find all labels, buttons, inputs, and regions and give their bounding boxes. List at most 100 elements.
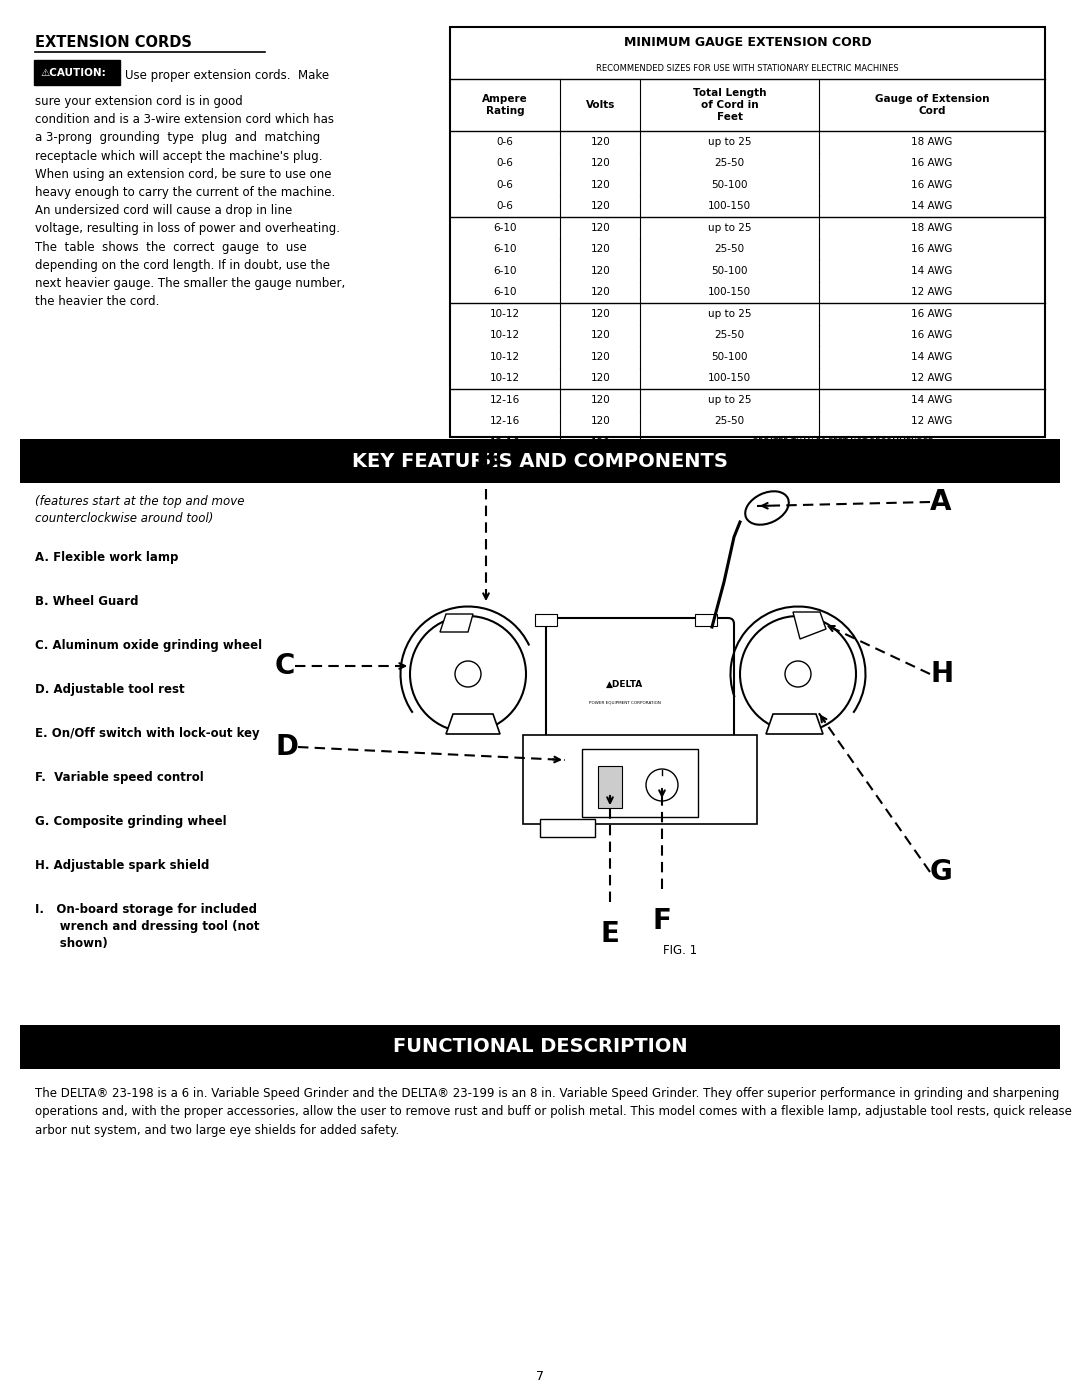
Text: 10-12: 10-12 [490, 309, 521, 319]
Circle shape [785, 661, 811, 687]
Text: C: C [274, 652, 295, 680]
Text: 12-16: 12-16 [490, 395, 521, 405]
Bar [21, 439, 1059, 483]
Text: 120: 120 [591, 222, 610, 233]
Text: 25-50: 25-50 [715, 158, 745, 168]
Text: 120: 120 [591, 330, 610, 341]
Text: 10-12: 10-12 [490, 330, 521, 341]
Text: H. Adjustable spark shield: H. Adjustable spark shield [35, 859, 210, 872]
Text: D. Adjustable tool rest: D. Adjustable tool rest [35, 683, 185, 696]
Text: E: E [600, 921, 620, 949]
Text: 0-6: 0-6 [497, 180, 513, 190]
Circle shape [740, 616, 856, 732]
Text: I.   On-board storage for included
      wrench and dressing tool (not
      sho: I. On-board storage for included wrench … [35, 902, 259, 950]
Text: B. Wheel Guard: B. Wheel Guard [35, 595, 138, 608]
Text: 120: 120 [591, 288, 610, 298]
Text: 120: 120 [591, 244, 610, 254]
Text: 120: 120 [591, 180, 610, 190]
Text: 0-6: 0-6 [497, 137, 513, 147]
Polygon shape [766, 714, 823, 733]
Text: 16 AWG: 16 AWG [912, 244, 953, 254]
Text: 120: 120 [591, 373, 610, 383]
Text: 16 AWG: 16 AWG [912, 180, 953, 190]
Ellipse shape [745, 492, 788, 525]
Text: A: A [930, 488, 951, 515]
Bar [598, 766, 622, 807]
Bar [21, 1025, 1059, 1069]
Text: 0-6: 0-6 [497, 201, 513, 211]
FancyBboxPatch shape [523, 735, 757, 824]
Text: up to 25: up to 25 [707, 309, 752, 319]
Text: G: G [930, 858, 953, 886]
Text: 14 AWG: 14 AWG [912, 201, 953, 211]
Text: Use proper extension cords.  Make: Use proper extension cords. Make [125, 68, 329, 82]
Circle shape [410, 616, 526, 732]
Text: B: B [475, 446, 497, 474]
Text: 25-50: 25-50 [715, 330, 745, 341]
Text: 6-10: 6-10 [494, 222, 517, 233]
Text: 50-100: 50-100 [712, 265, 747, 275]
Text: 25-50: 25-50 [715, 416, 745, 426]
Bar [535, 615, 557, 626]
Text: 0-6: 0-6 [497, 158, 513, 168]
Text: 100-150: 100-150 [708, 373, 752, 383]
Text: 12 AWG: 12 AWG [912, 373, 953, 383]
Text: up to 25: up to 25 [707, 137, 752, 147]
Text: Ampere
Rating: Ampere Rating [482, 94, 528, 116]
Text: 12 AWG: 12 AWG [912, 288, 953, 298]
Text: ▲DELTA: ▲DELTA [606, 679, 644, 689]
Text: E. On/Off switch with lock-out key: E. On/Off switch with lock-out key [35, 726, 259, 740]
Bar [450, 27, 1045, 437]
Text: 6-10: 6-10 [494, 244, 517, 254]
Text: 120: 120 [591, 265, 610, 275]
Text: 50-100: 50-100 [712, 352, 747, 362]
Text: Total Length
of Cord in
Feet: Total Length of Cord in Feet [693, 88, 767, 122]
Text: EXTENSION CORDS: EXTENSION CORDS [35, 35, 192, 50]
Text: 12-16: 12-16 [490, 416, 521, 426]
Text: 120: 120 [591, 437, 610, 448]
Text: sure your extension cord is in good
condition and is a 3-wire extension cord whi: sure your extension cord is in good cond… [35, 95, 346, 309]
Text: 120: 120 [591, 352, 610, 362]
Text: H: H [930, 659, 954, 687]
Text: 120: 120 [591, 137, 610, 147]
Text: 16 AWG: 16 AWG [912, 309, 953, 319]
Text: 10-12: 10-12 [490, 352, 521, 362]
Polygon shape [793, 612, 826, 638]
Text: 50-100: 50-100 [712, 180, 747, 190]
Text: 16 AWG: 16 AWG [912, 158, 953, 168]
Text: 7: 7 [536, 1370, 544, 1383]
Text: (features start at the top and move
counterclockwise around tool): (features start at the top and move coun… [35, 495, 244, 525]
Text: 120: 120 [591, 309, 610, 319]
Text: 14 AWG: 14 AWG [912, 265, 953, 275]
Text: 100-150: 100-150 [708, 201, 752, 211]
Text: Volts: Volts [585, 101, 615, 110]
Text: 10-12: 10-12 [490, 373, 521, 383]
Circle shape [455, 661, 481, 687]
Text: POWER EQUIPMENT CORPORATION: POWER EQUIPMENT CORPORATION [589, 700, 661, 704]
Text: up to 25: up to 25 [707, 222, 752, 233]
Text: 120: 120 [591, 395, 610, 405]
Text: RECOMMENDED SIZES FOR USE WITH STATIONARY ELECTRIC MACHINES: RECOMMENDED SIZES FOR USE WITH STATIONAR… [596, 63, 899, 73]
Text: A. Flexible work lamp: A. Flexible work lamp [35, 550, 178, 564]
Text: F: F [652, 907, 672, 935]
Text: D: D [275, 733, 298, 761]
Text: F.  Variable speed control: F. Variable speed control [35, 771, 204, 784]
Text: MINIMUM GAUGE EXTENSION CORD: MINIMUM GAUGE EXTENSION CORD [623, 35, 872, 49]
Text: GREATER THAN 50 FEET NOT RECOMMENDED: GREATER THAN 50 FEET NOT RECOMMENDED [752, 439, 934, 447]
Text: 100-150: 100-150 [708, 288, 752, 298]
Text: up to 25: up to 25 [707, 395, 752, 405]
Text: 16 AWG: 16 AWG [912, 330, 953, 341]
Text: 6-10: 6-10 [494, 265, 517, 275]
Bar [582, 749, 698, 817]
FancyBboxPatch shape [546, 617, 734, 746]
Text: G. Composite grinding wheel: G. Composite grinding wheel [35, 814, 227, 828]
Text: 25-50: 25-50 [715, 244, 745, 254]
Bar [696, 615, 717, 626]
Text: The DELTA® 23-198 is a 6 in. Variable Speed Grinder and the DELTA® 23-199 is an : The DELTA® 23-198 is a 6 in. Variable Sp… [35, 1087, 1071, 1137]
Text: 14 AWG: 14 AWG [912, 352, 953, 362]
Text: 12-16: 12-16 [490, 437, 521, 448]
Text: 120: 120 [591, 416, 610, 426]
Text: 6-10: 6-10 [494, 288, 517, 298]
Text: 18 AWG: 18 AWG [912, 222, 953, 233]
Text: 120: 120 [591, 201, 610, 211]
